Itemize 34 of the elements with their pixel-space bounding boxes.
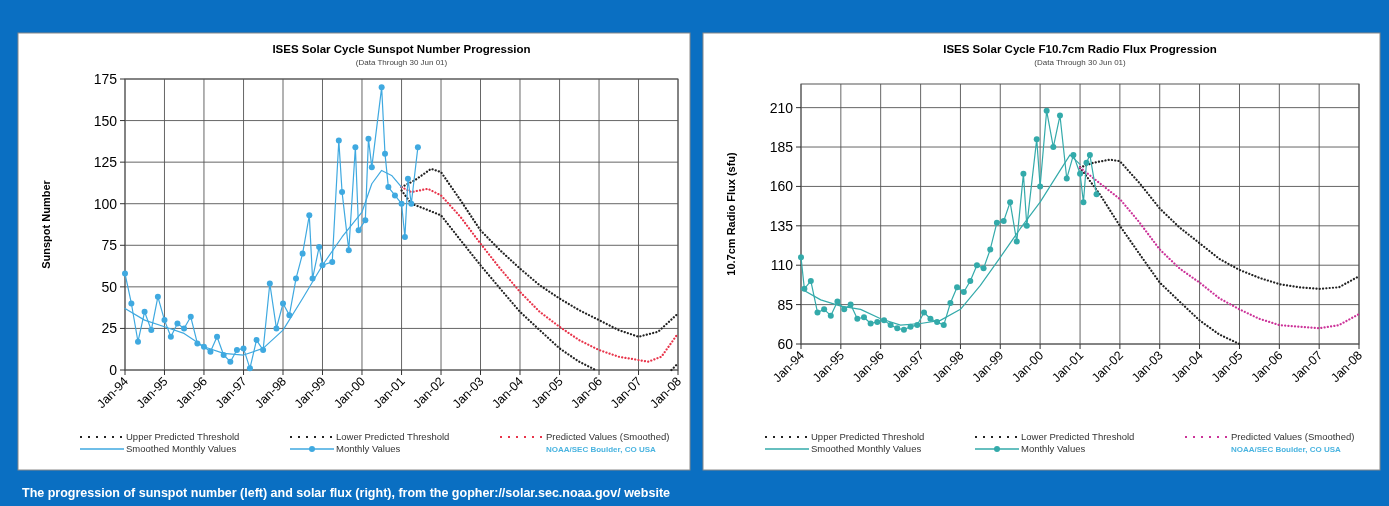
legend-label: Smoothed Monthly Values — [811, 443, 922, 454]
y-tick-label: 100 — [93, 195, 118, 212]
y-tick-label: 150 — [93, 112, 118, 129]
y-tick-label: 25 — [101, 320, 118, 337]
text: The progression of sunspot number (left) and solar flux (right), from the gopher://solar.sec.noaa.gov/ website — [22, 486, 671, 500]
chart-title: ISES Solar Cycle F10.7cm Radio Flux Progression — [943, 43, 1217, 55]
legend-label: Lower Predicted Threshold — [1021, 431, 1135, 442]
y-axis-title: 10.7cm Radio Flux (sfu) — [725, 151, 737, 276]
legend-label: Smoothed Monthly Values — [126, 443, 237, 454]
chart-title: ISES Solar Cycle Sunspot Number Progression — [272, 43, 531, 55]
y-tick-label: 125 — [93, 154, 118, 171]
y-tick-label: 110 — [770, 257, 794, 274]
y-tick-label: 135 — [769, 217, 794, 234]
chart-subtitle: (Data Through 30 Jun 01) — [355, 58, 448, 67]
legend-label: Lower Predicted Threshold — [336, 431, 450, 442]
text: NOAA/SEC Boulder, CO USA — [546, 445, 657, 454]
legend-label: Predicted Values (Smoothed) — [546, 431, 670, 442]
y-tick-label: 160 — [769, 178, 794, 195]
y-tick-label: 60 — [777, 336, 794, 352]
legend-label: Monthly Values — [1021, 443, 1086, 454]
y-tick-label: 210 — [769, 99, 794, 116]
y-tick-label: 85 — [777, 296, 794, 313]
y-tick-label: 75 — [101, 237, 118, 254]
legend-label: Monthly Values — [336, 443, 401, 454]
legend-label: Upper Predicted Threshold — [811, 431, 925, 442]
y-tick-label: 0 — [109, 362, 118, 378]
legend-label: Predicted Values (Smoothed) — [1231, 431, 1355, 442]
y-tick-label: 50 — [101, 278, 118, 295]
legend-label: Upper Predicted Threshold — [126, 431, 240, 442]
chart-subtitle: (Data Through 30 Jun 01) — [1034, 58, 1127, 67]
y-tick-label: 175 — [93, 71, 118, 87]
text: NOAA/SEC Boulder, CO USA — [1231, 445, 1342, 454]
y-axis-title: Sunspot Number — [40, 179, 52, 269]
y-tick-label: 185 — [769, 139, 794, 156]
